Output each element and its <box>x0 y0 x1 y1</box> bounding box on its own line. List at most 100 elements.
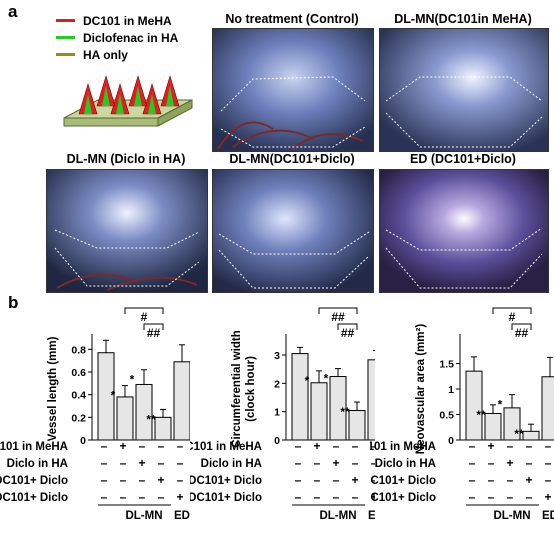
bracket-label: ## <box>331 310 345 324</box>
eye-image-diclo <box>46 169 208 293</box>
condition-mark: + <box>506 456 513 470</box>
group-label-dlmn: DL-MN <box>319 510 356 522</box>
condition-mark: – <box>488 473 495 487</box>
condition-row-label: DC101 in MeHA <box>0 441 68 453</box>
condition-mark: – <box>314 456 321 470</box>
condition-mark: + <box>487 439 494 453</box>
panel-b-letter: b <box>8 293 19 312</box>
condition-mark: – <box>295 439 302 453</box>
image-title-diclo: DL-MN (Diclo in HA) <box>66 152 186 166</box>
condition-mark: – <box>352 490 359 504</box>
condition-mark: – <box>101 456 108 470</box>
bar <box>484 412 502 441</box>
microneedle-core <box>84 94 92 114</box>
condition-mark: + <box>332 456 339 470</box>
condition-mark: + <box>138 456 145 470</box>
bracket-inner <box>337 323 358 330</box>
group-label-dlmn: DL-MN <box>125 510 162 522</box>
condition-mark: – <box>507 490 514 504</box>
group-label-dlmn: DL-MN <box>493 510 530 522</box>
condition-mark: – <box>314 473 321 487</box>
condition-row-label: DC101+ Diclo <box>370 475 436 487</box>
condition-mark: – <box>177 439 184 453</box>
eye-image-control <box>212 28 374 152</box>
bar <box>291 353 309 441</box>
condition-mark: – <box>526 456 533 470</box>
significance-mark: ** <box>340 405 350 419</box>
bar <box>541 376 554 441</box>
significance-mark: * <box>111 389 116 403</box>
condition-row-label: Diclo in HA <box>7 458 68 470</box>
condition-mark: + <box>157 473 164 487</box>
microneedle-core <box>148 94 156 114</box>
condition-mark: – <box>101 439 108 453</box>
image-title-dc101-diclo: DL-MN(DC101+Diclo) <box>229 152 355 166</box>
condition-mark: – <box>177 456 184 470</box>
significance-mark: ** <box>146 412 156 426</box>
condition-mark: – <box>469 473 476 487</box>
condition-row-label: Diclo in HA <box>375 458 436 470</box>
significance-mark: * <box>305 374 310 388</box>
group-label-ed: ED <box>542 510 554 522</box>
condition-mark: + <box>370 490 375 504</box>
bar <box>154 416 172 441</box>
bracket-outer <box>492 307 532 314</box>
condition-row-label: DC101 in MeHA <box>190 441 262 453</box>
condition-mark: + <box>176 490 183 504</box>
bracket-label: ## <box>515 326 529 340</box>
condition-mark: – <box>295 456 302 470</box>
legend-swatch-olive <box>56 53 75 56</box>
microneedle-core <box>134 86 142 106</box>
condition-mark: – <box>101 490 108 504</box>
y-tick-label: 1 <box>448 384 454 396</box>
condition-mark: – <box>488 490 495 504</box>
condition-mark: – <box>295 473 302 487</box>
legend: DC101 in MeHA Diclofenac in HA HA only <box>56 12 226 63</box>
condition-mark: – <box>526 490 533 504</box>
bracket-label: ## <box>147 326 161 340</box>
condition-mark: + <box>525 473 532 487</box>
condition-mark: – <box>177 473 184 487</box>
y-tick-label: 0.4 <box>71 390 86 402</box>
condition-mark: – <box>352 456 359 470</box>
condition-mark: – <box>526 439 533 453</box>
condition-mark: – <box>469 490 476 504</box>
bar <box>465 370 483 441</box>
y-axis-title: Circumferential width <box>231 330 243 448</box>
condition-row-label: Diclo in HA <box>201 458 262 470</box>
y-axis-title: Vessel length (mm) <box>47 336 59 441</box>
y-tick-label: 1.5 <box>439 359 454 371</box>
microneedle-core <box>102 86 110 106</box>
y-axis-title-line2: (clock hour) <box>245 356 257 422</box>
condition-mark: + <box>313 439 320 453</box>
legend-label: DC101 in MeHA <box>83 13 172 28</box>
image-title-dc101: DL-MN(DC101in MeHA) <box>394 12 532 26</box>
condition-mark: – <box>139 490 146 504</box>
legend-item-ha: HA only <box>56 46 226 63</box>
legend-swatch-red <box>56 19 75 22</box>
condition-row-label: DC101+ Diclo <box>0 475 68 487</box>
bar <box>116 396 134 441</box>
significance-mark: ** <box>514 427 524 441</box>
image-title-control: No treatment (Control) <box>225 12 359 26</box>
condition-mark: – <box>139 473 146 487</box>
bar <box>348 410 366 441</box>
group-label-ed: ED <box>368 510 375 522</box>
y-tick-label: 0.2 <box>71 412 86 424</box>
legend-label: HA only <box>83 47 128 62</box>
condition-mark: – <box>545 439 552 453</box>
condition-mark: + <box>351 473 358 487</box>
bracket-label: ## <box>341 326 355 340</box>
y-tick-label: 0.5 <box>439 410 454 422</box>
condition-row-label: DC101+ Diclo <box>0 492 68 504</box>
y-tick-label: 3 <box>274 350 280 362</box>
y-tick-label: 0 <box>448 435 454 447</box>
bracket-label: # <box>509 310 516 324</box>
bar <box>97 352 115 441</box>
condition-mark: – <box>295 490 302 504</box>
y-tick-label: 0 <box>80 435 86 447</box>
panel-a-letter: a <box>8 2 18 21</box>
eye-image-ed <box>379 169 549 293</box>
